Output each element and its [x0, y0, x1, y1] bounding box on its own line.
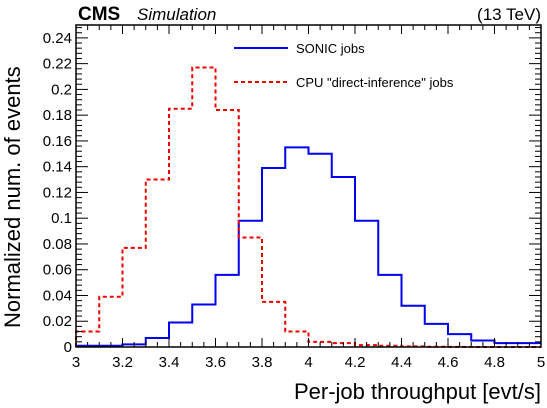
y-tick-label: 0.12 [43, 184, 72, 201]
y-tick-label: 0.16 [43, 133, 72, 150]
x-tick-label: 3.4 [159, 354, 180, 371]
x-tick-label: 4.6 [438, 354, 459, 371]
y-tick-label: 0.18 [43, 107, 72, 124]
axes-layer: 3 3.2 3.4 3.6 3.8 4 4.2 4.4 4.6 4.8 5 0 0.02 0.04 0.06… [43, 24, 545, 371]
y-tick-label: 0 [64, 339, 72, 356]
x-tick-label: 3 [72, 354, 80, 371]
x-tick-label: 3.8 [252, 354, 273, 371]
x-tick-label: 4.2 [345, 354, 366, 371]
y-tick-label: 0.02 [43, 313, 72, 330]
x-tick-label: 3.6 [205, 354, 226, 371]
experiment-label: CMS [78, 4, 120, 25]
x-tick-label: 4.8 [484, 354, 505, 371]
series-layer [75, 66, 541, 348]
legend-label-1: CPU "direct-inference" jobs [296, 75, 454, 90]
legend-label-0: SONIC jobs [296, 41, 365, 56]
y-tick-label: 0.22 [43, 56, 72, 73]
y-tick-label: 0.24 [43, 30, 72, 47]
y-tick-label: 0.04 [43, 287, 72, 304]
y-tick-label: 0.06 [43, 262, 72, 279]
x-tick-label: 4 [304, 354, 312, 371]
energy-label: (13 TeV) [477, 5, 541, 24]
plot-frame [75, 24, 542, 348]
y-tick-label: 0.2 [51, 81, 72, 98]
y-tick-label: 0.14 [43, 159, 72, 176]
y-tick-label: 0.08 [43, 236, 72, 253]
x-axis-title: Per-job throughput [evt/s] [294, 379, 541, 404]
y-axis-title: Normalized num. of events [0, 66, 25, 328]
x-tick-label: 5 [537, 354, 545, 371]
series-1-line [75, 66, 541, 348]
y-tick-label: 0.1 [51, 210, 72, 227]
x-tick-label: 4.4 [391, 354, 412, 371]
x-tick-label: 3.2 [112, 354, 133, 371]
legend: SONIC jobs CPU "direct-inference" jobs [234, 41, 454, 90]
status-label: Simulation [137, 5, 216, 24]
series-0-line [75, 146, 541, 347]
